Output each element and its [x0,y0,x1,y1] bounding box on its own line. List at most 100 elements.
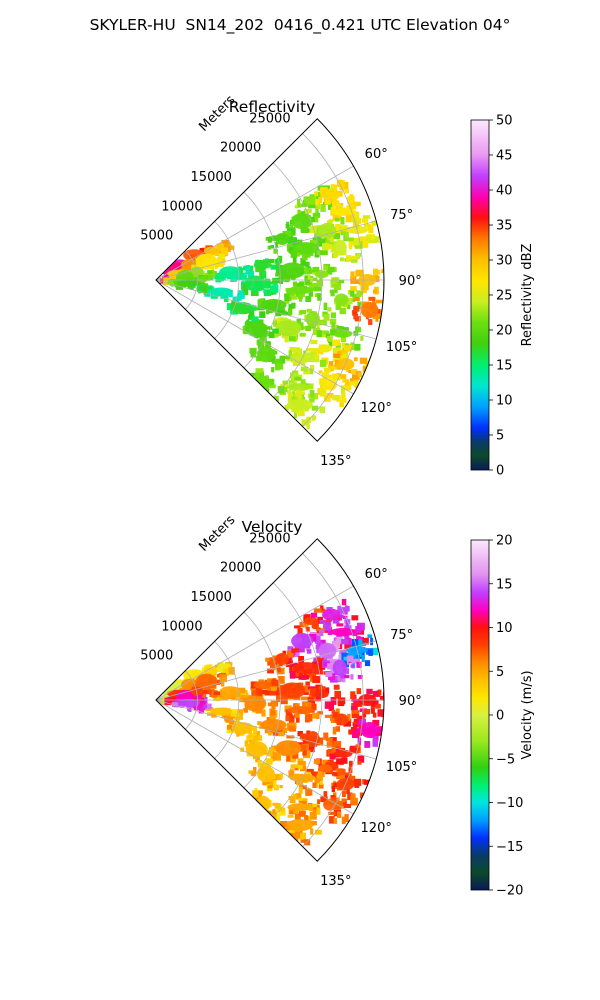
echo-pixel [362,215,371,219]
echo-pixel [324,701,332,709]
echo-pixel [382,726,384,730]
echo-pixel [354,778,362,786]
echo-cell [322,237,363,263]
echo-pixel [307,698,315,705]
echo-pixel [328,703,334,711]
echo-pixel [221,680,225,687]
echo-pixel [323,791,328,798]
echo-pixel [353,724,359,728]
echo-pixel [219,274,224,282]
colorbar-tick-label: −5 [496,752,515,767]
echo-pixel [289,381,298,387]
echo-core [253,681,272,689]
echo-pixel [356,290,362,297]
echo-pixel [288,228,294,232]
echo-pixel [341,639,349,645]
echo-pixel [318,370,323,374]
echo-pixel [305,681,310,687]
echo-pixel [349,202,357,210]
azimuth-tick-label: 90° [399,694,422,709]
echo-pixel [291,391,296,400]
echo-pixel [319,384,327,391]
echo-pixel [261,709,266,717]
echo-pixel [343,182,349,190]
echo-pixel [315,206,319,214]
echo-pixel [350,664,355,668]
echo-pixel [337,614,344,618]
echo-pixel [163,277,170,285]
echo-pixel [315,626,319,632]
echo-cell [273,317,311,343]
echo-pixel [375,315,379,322]
echo-pixel [267,245,272,249]
echo-pixel [322,759,327,766]
echo-pixel [367,634,373,638]
echo-pixel [298,765,303,770]
echo-pixel [290,764,299,769]
echo-pixel [314,778,322,784]
echo-pixel [261,762,269,768]
echo-core [260,299,287,311]
echo-core [275,320,302,337]
echo-pixel [312,661,318,665]
echo-pixel [339,649,347,655]
echo-pixel [271,703,276,710]
echo-pixel [315,199,319,206]
echo-pixel [323,302,328,311]
echo-pixel [303,261,310,267]
echo-core [275,653,290,665]
echo-pixel [292,751,299,759]
echo-pixel [354,316,360,321]
echo-pixel [326,270,333,275]
echo-core [318,764,333,773]
echo-pixel [267,237,272,243]
echo-cell [247,255,283,279]
echo-pixel [267,702,275,707]
echo-pixel [213,691,220,696]
echo-pixel [322,245,329,251]
colorbar-tick-label: −15 [496,840,523,855]
echo-pixel [337,351,343,355]
echo-cell [323,289,362,315]
echo-pixel [348,729,353,735]
echo-pixel [340,257,344,262]
echo-pixel [261,336,266,342]
echo-pixel [332,200,340,207]
echo-pixel [297,282,304,287]
echo-cell [275,261,317,286]
echo-pixel [298,761,306,767]
echo-pixel [230,709,238,717]
echo-pixel [282,231,291,236]
echo-pixel [265,258,269,262]
azimuth-tick-label: 105° [386,760,417,775]
colorbar-tick-label: −10 [496,796,523,811]
echo-pixel [207,689,215,694]
echo-pixel [313,286,322,292]
echo-core [195,673,218,690]
echo-pixel [324,714,331,718]
echo-pixel [382,315,384,321]
echo-pixel [324,199,331,205]
echo-pixel [259,373,264,379]
echo-pixel [285,715,290,722]
echo-pixel [298,656,304,664]
azimuth-gridline [155,699,377,760]
echo-cell [226,719,263,743]
echo-pixel [288,350,292,358]
echo-pixel [284,405,289,411]
echo-core [244,695,267,712]
echo-pixel [307,686,316,690]
echo-pixel [293,831,300,839]
echo-pixel [271,751,277,760]
echo-core [210,287,233,296]
echo-pixel [347,713,351,722]
echo-pixel [279,773,283,779]
echo-cell [249,339,290,373]
echo-cell [322,655,363,683]
echo-pixel [226,725,234,734]
echo-pixel [323,265,328,270]
echo-pixel [381,710,384,718]
echo-pixel [274,318,282,325]
echo-pixel [352,374,360,381]
echo-pixel [221,243,230,247]
